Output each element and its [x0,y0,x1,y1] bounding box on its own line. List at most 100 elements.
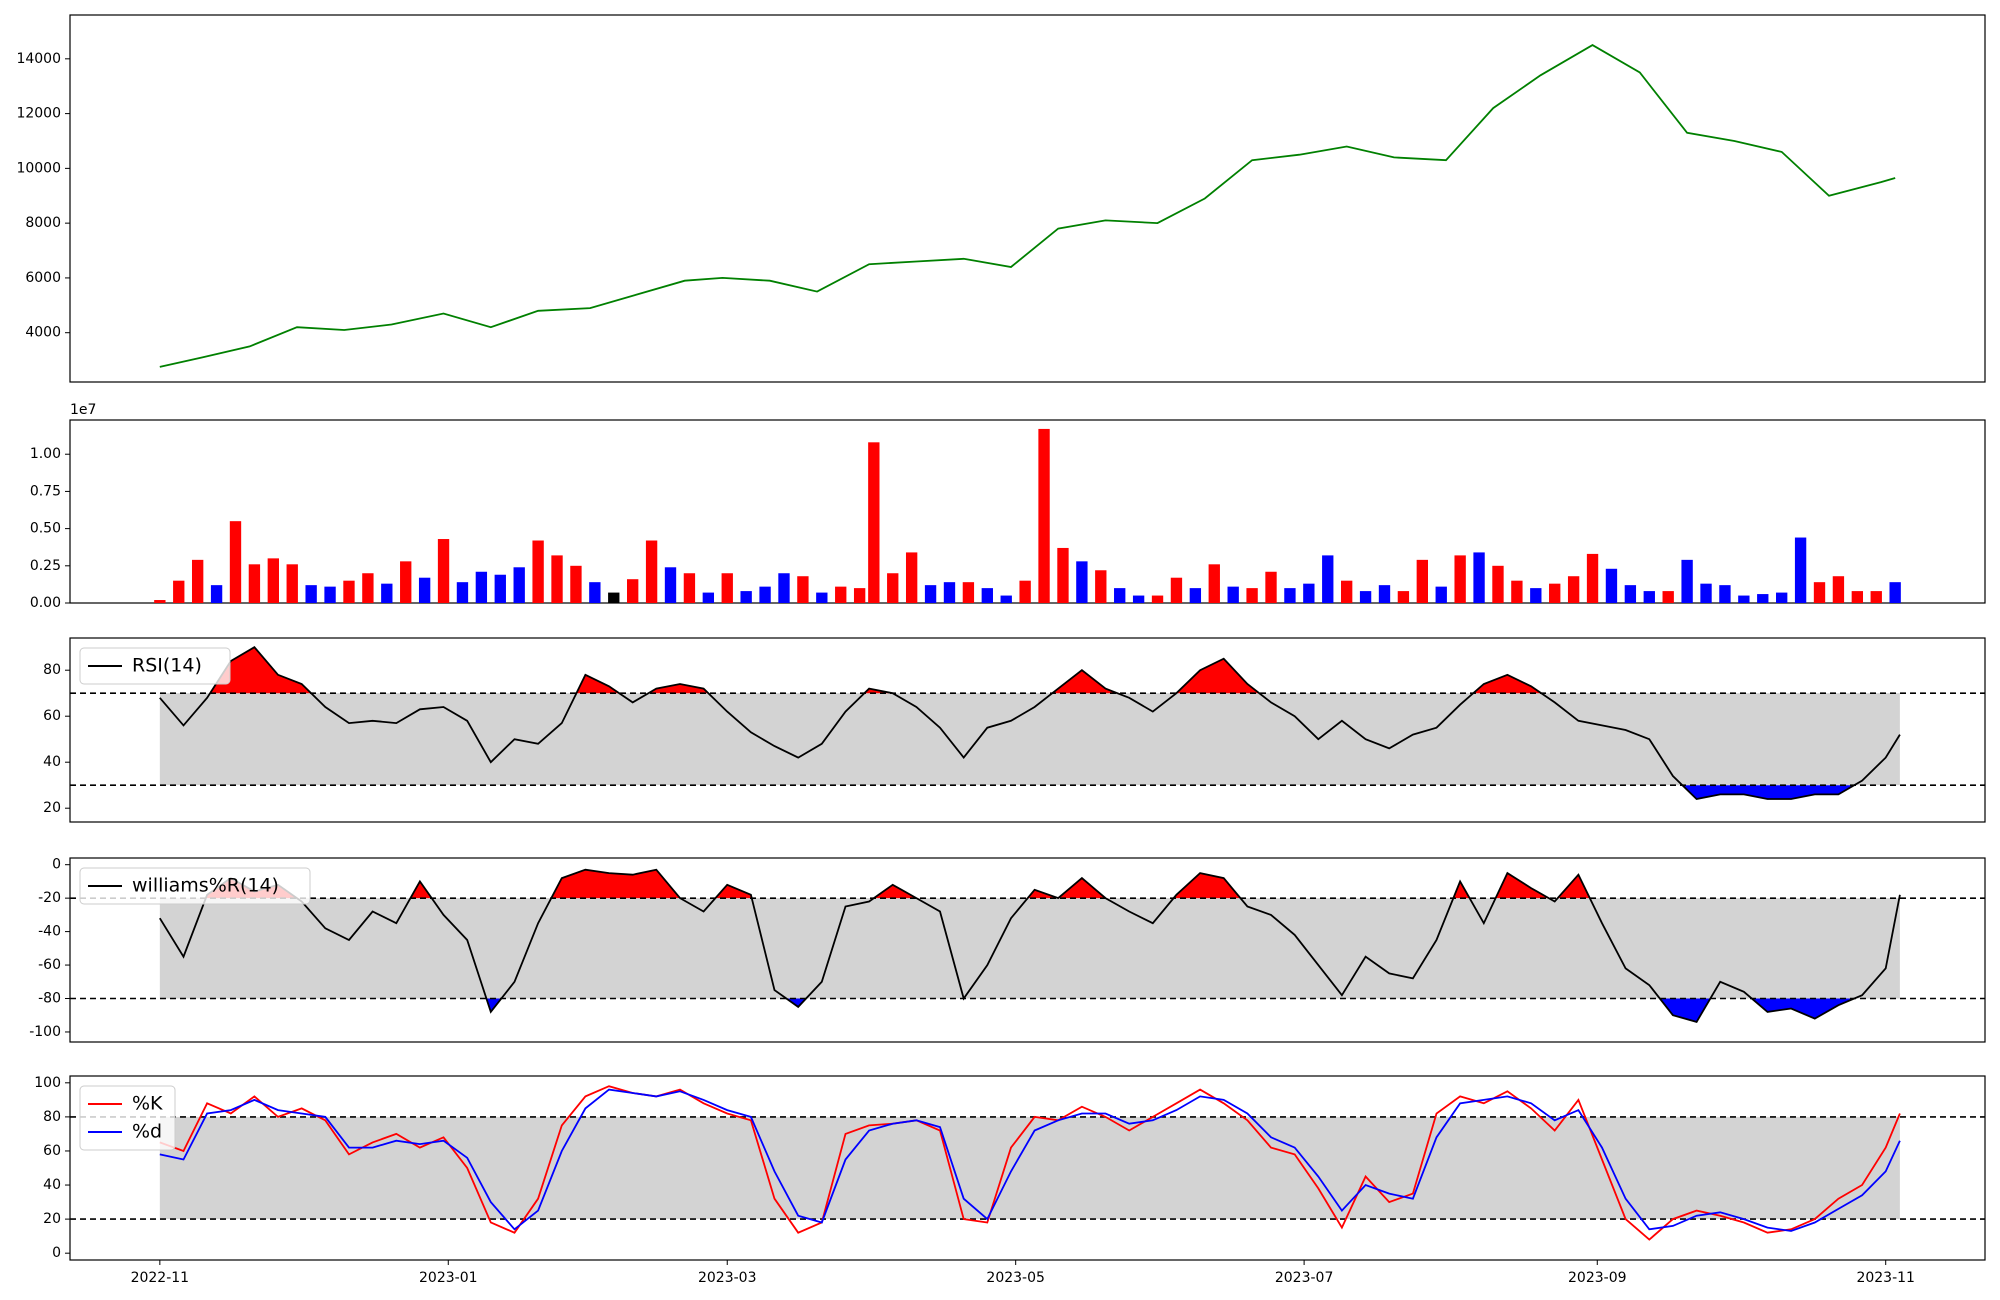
volume-bar [1076,561,1088,603]
volume-bar [589,582,601,603]
williams-axes-frame [69,857,1986,1043]
price-ytick-label: 4000 [25,325,61,341]
price-line [159,44,1896,368]
volume-bar [494,574,506,603]
rsi-overbought-fill [1473,674,1542,694]
volume-bar [1416,559,1428,603]
volume-bar [1454,555,1466,603]
volume-bar [1473,552,1485,603]
volume-bar [267,558,279,603]
volume-bar [532,540,544,603]
volume-bar [905,552,918,603]
volume-bar [1492,565,1504,603]
volume-bar [324,586,336,603]
williams-ytick-label: -20 [38,890,61,906]
volume-bar [868,442,880,603]
price-ytick-label: 12000 [16,106,61,122]
williams-overbought-fill [1495,873,1549,899]
volume-bar [1265,571,1277,603]
volume-bar [1889,582,1901,603]
volume-bar [853,588,866,603]
volume-bar [683,573,696,603]
volume-bar [1151,595,1164,603]
rsi-axes-frame [69,637,1986,823]
volume-ytick-label: 0.00 [30,595,61,611]
volume-bar [456,582,469,603]
volume-bar [570,565,582,603]
volume-offset-label: 1e7 [70,402,96,418]
volume-bar [1776,592,1788,603]
volume-bar [1624,585,1637,603]
stochastic-neutral-band [159,1116,1900,1220]
volume-bar [1189,588,1202,603]
volume-bar [248,564,261,603]
price-ytick-label: 14000 [16,51,61,67]
volume-bar [1284,588,1296,603]
x-tick-label: 2022-11 [131,1270,190,1286]
volume-bar [191,559,204,603]
volume-bar [721,573,733,603]
volume-ytick-label: 0.75 [30,483,61,499]
volume-bar [1586,553,1599,603]
rsi-overbought-fill [1176,658,1260,694]
rsi-overbought-fill [576,674,620,694]
rsi-oversold-fill [1682,785,1855,799]
volume-bar [1643,591,1655,603]
stochastic-legend-label: %d [132,1121,162,1143]
rsi-ytick-label: 60 [43,708,61,724]
volume-bar [1794,537,1807,603]
stochastic-ytick-label: 100 [34,1075,61,1091]
volume-bar [513,567,525,603]
rsi-neutral-band [159,693,1900,786]
volume-bar [962,582,975,603]
volume-bar [437,539,450,603]
volume-bar [1530,588,1542,603]
volume-bar [1681,559,1693,603]
stochastic-axes-frame [69,1075,1986,1261]
volume-bar [154,600,166,603]
volume-bar [1057,547,1069,603]
stochastic-legend-label: %K [132,1093,163,1115]
volume-bar [1303,583,1315,603]
volume-bar [1132,595,1145,603]
volume-bar [418,577,431,603]
volume-bar [1114,588,1126,603]
volume-bar [1397,591,1410,603]
williams-overbought-fill [551,869,680,899]
stochastic-ytick-label: 60 [43,1143,61,1159]
x-tick-label: 2023-03 [698,1270,757,1286]
volume-bar [1870,591,1882,603]
williams-ytick-label: -100 [29,1024,61,1040]
volume-bar [835,586,847,603]
volume-bar [1605,568,1618,603]
volume-bar [381,583,393,603]
stochastic-legend-box [79,1085,176,1151]
stochastic-line-k [159,1085,1901,1241]
volume-bar [608,592,620,603]
x-tick-label: 2023-01 [419,1270,478,1286]
volume-bar [943,582,956,603]
volume-bar [1340,580,1353,603]
volume-bar [1662,591,1674,603]
rsi-ytick-label: 20 [43,800,61,816]
volume-bar [759,586,771,603]
volume-bar [1095,570,1107,603]
volume-bar [1359,591,1372,603]
volume-bar [1170,577,1183,603]
volume-bar [229,521,242,603]
williams-legend-label: williams%R(14) [132,875,279,897]
volume-bar [1378,585,1391,603]
volume-bar [1019,580,1031,603]
williams-ytick-label: -40 [38,924,61,940]
volume-bar [305,585,317,603]
volume-bar [924,585,937,603]
stochastic-line-d [159,1088,1901,1232]
rsi-legend-box [79,647,231,685]
volume-axes-frame [69,419,1986,604]
volume-bar [1567,576,1580,603]
volume-bar [1227,586,1239,603]
stochastic-ytick-label: 20 [43,1211,61,1227]
volume-bar [1549,583,1561,603]
williams-ytick-label: 0 [52,857,61,873]
